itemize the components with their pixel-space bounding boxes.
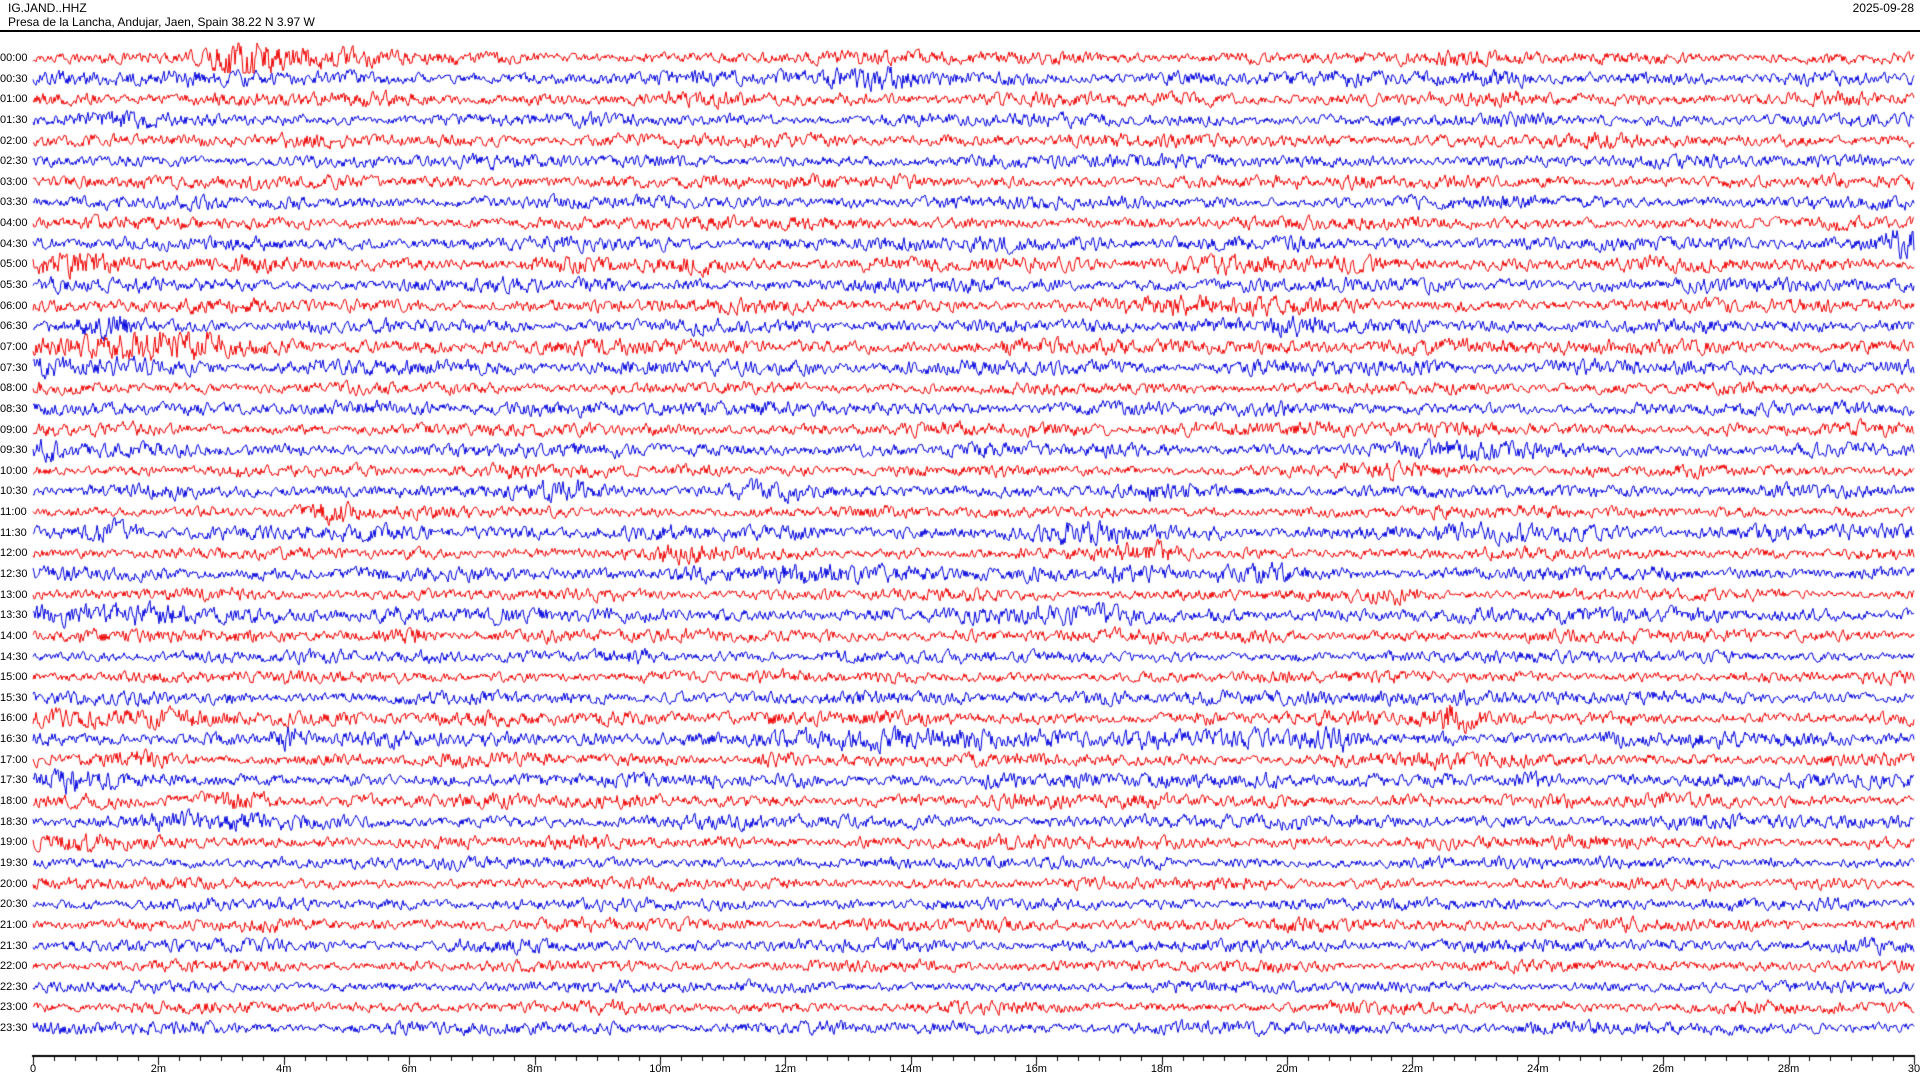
- row-time-label: 15:30: [0, 691, 28, 704]
- x-axis-label: 8m: [526, 1063, 543, 1075]
- row-time-label: 22:00: [0, 960, 28, 973]
- row-time-label: 17:30: [0, 774, 28, 787]
- row-time-label: 12:30: [0, 568, 28, 580]
- row-time-label: 15:00: [0, 671, 28, 684]
- row-time-label: 03:30: [0, 196, 28, 209]
- row-time-label: 04:30: [0, 237, 28, 250]
- row-time-label: 04:00: [0, 217, 28, 230]
- row-time-label: 01:30: [0, 113, 28, 126]
- x-axis-label: 14m: [900, 1063, 922, 1075]
- x-axis-label: 10m: [649, 1063, 671, 1075]
- row-time-label: 03:00: [0, 175, 28, 188]
- x-axis-label: 2m: [150, 1063, 167, 1075]
- row-time-label: 05:00: [0, 258, 28, 271]
- row-time-label: 20:00: [0, 877, 28, 890]
- x-axis-label: 22m: [1401, 1063, 1424, 1075]
- row-time-label: 10:00: [0, 464, 28, 477]
- row-time-label: 10:30: [0, 485, 28, 498]
- row-time-label: 16:30: [0, 733, 28, 746]
- x-axis-label: 30: [1907, 1063, 1920, 1075]
- row-time-label: 12:00: [0, 547, 28, 560]
- row-time-label: 14:30: [0, 650, 28, 663]
- row-time-label: 14:00: [0, 629, 28, 642]
- row-time-label: 23:30: [0, 1022, 28, 1035]
- row-time-label: 00:00: [0, 52, 28, 64]
- row-time-label: 19:30: [0, 856, 28, 869]
- x-axis-label: 4m: [276, 1063, 292, 1075]
- x-axis-label: 20m: [1276, 1063, 1298, 1075]
- x-axis-label: 12m: [774, 1063, 797, 1075]
- row-time-label: 08:00: [0, 382, 28, 395]
- x-axis-label: 24m: [1527, 1063, 1549, 1075]
- row-time-label: 21:30: [0, 939, 28, 952]
- row-time-label: 09:30: [0, 444, 28, 457]
- row-time-label: 05:30: [0, 279, 28, 292]
- row-time-label: 13:30: [0, 609, 28, 622]
- x-axis-label: 6m: [401, 1063, 417, 1075]
- row-time-label: 18:00: [0, 795, 28, 808]
- row-time-label: 11:30: [0, 526, 27, 539]
- row-time-label: 00:30: [0, 72, 28, 85]
- row-time-label: 07:30: [0, 361, 28, 374]
- row-time-label: 19:00: [0, 836, 28, 849]
- row-time-label: 20:30: [0, 898, 28, 911]
- row-time-label: 07:00: [0, 340, 28, 353]
- row-time-label: 23:00: [0, 1001, 28, 1014]
- row-time-label: 08:30: [0, 402, 28, 415]
- row-time-label: 16:00: [0, 712, 28, 725]
- row-time-label: 18:30: [0, 815, 28, 828]
- row-time-label: 02:00: [0, 134, 28, 147]
- row-time-label: 06:00: [0, 299, 28, 312]
- row-time-label: 01:00: [0, 93, 28, 106]
- x-axis-label: 0: [29, 1063, 37, 1075]
- row-time-label: 22:30: [0, 980, 28, 993]
- x-axis-label: 26m: [1652, 1063, 1674, 1075]
- row-time-label: 11:00: [0, 506, 27, 519]
- x-axis-label: 28m: [1777, 1063, 1800, 1075]
- x-axis-label: 18m: [1150, 1063, 1173, 1075]
- row-time-label: 21:00: [0, 918, 28, 931]
- row-time-label: 13:00: [0, 588, 28, 601]
- row-time-label: 09:00: [0, 423, 28, 436]
- row-time-label: 06:30: [0, 320, 28, 333]
- row-time-label: 02:30: [0, 155, 28, 168]
- row-time-label: 17:00: [0, 753, 28, 766]
- x-axis-label: 16m: [1025, 1063, 1047, 1075]
